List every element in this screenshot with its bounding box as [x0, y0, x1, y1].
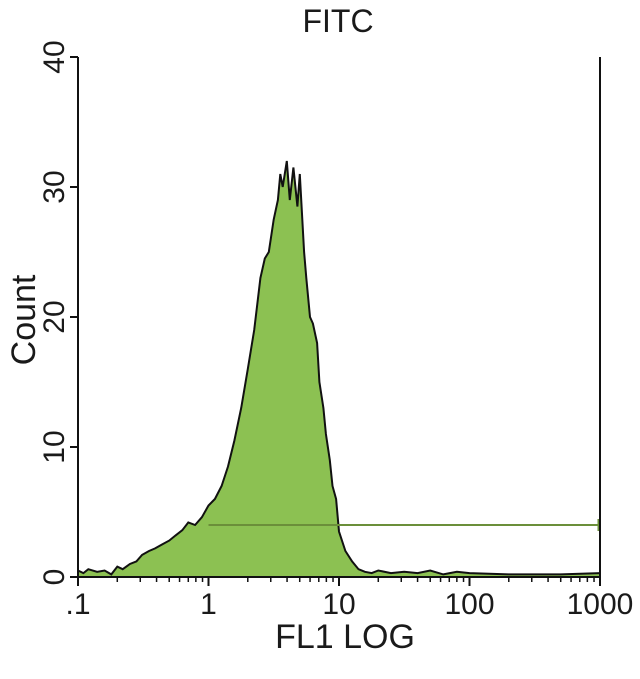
y-axis-label: Count — [5, 274, 43, 365]
x-tick-label-1000: 1000 — [567, 588, 634, 621]
x-tick-label-1: 1 — [200, 588, 217, 621]
y-tick-label-20: 20 — [38, 300, 71, 333]
x-tick-label-100: 100 — [444, 588, 494, 621]
x-tick-label-10: 10 — [322, 588, 355, 621]
histogram-outline-0 — [77, 160, 601, 576]
x-tick-label-.1: .1 — [65, 588, 90, 621]
y-tick-label-40: 40 — [38, 40, 71, 73]
y-tick-label-0: 0 — [38, 569, 71, 586]
chart-title: FITC — [302, 3, 373, 39]
y-tick-label-10: 10 — [38, 430, 71, 463]
histogram-fill-0 — [78, 161, 600, 577]
y-tick-label-30: 30 — [38, 170, 71, 203]
plot-area — [77, 160, 601, 577]
x-axis-label: FL1 LOG — [275, 618, 415, 656]
axes: 0 10 20 30 40 .1 1 10 100 1000 — [38, 40, 633, 621]
